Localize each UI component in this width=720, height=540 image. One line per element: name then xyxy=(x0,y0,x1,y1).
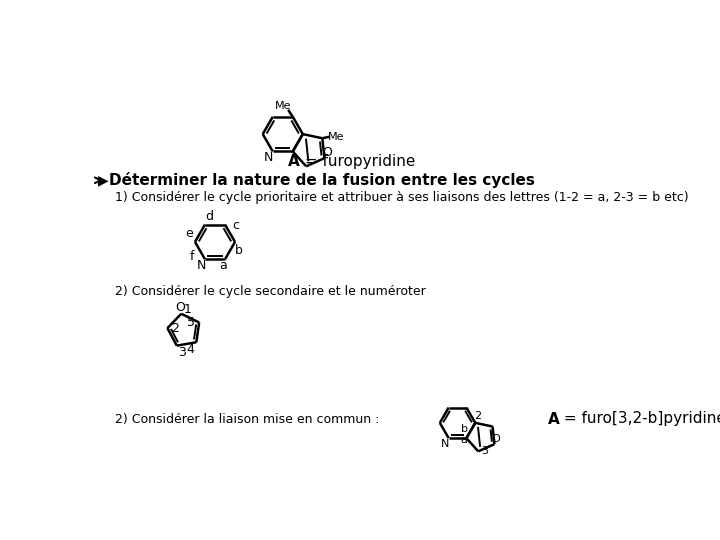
Text: a: a xyxy=(460,435,467,445)
Text: a: a xyxy=(219,259,227,272)
Text: d: d xyxy=(205,211,213,224)
Text: N: N xyxy=(197,259,206,272)
Text: 2) Considérer le cycle secondaire et le numéroter: 2) Considérer le cycle secondaire et le … xyxy=(115,286,426,299)
Text: c: c xyxy=(233,219,240,232)
Text: 2: 2 xyxy=(171,322,179,335)
Text: 2: 2 xyxy=(474,411,481,421)
Text: 1: 1 xyxy=(184,303,192,316)
Text: b: b xyxy=(235,244,243,257)
Text: 2) Considérer la liaison mise en commun :: 2) Considérer la liaison mise en commun … xyxy=(115,413,379,426)
Text: N: N xyxy=(264,151,274,164)
Text: O: O xyxy=(176,301,186,314)
Text: Déterminer la nature de la fusion entre les cycles: Déterminer la nature de la fusion entre … xyxy=(109,172,535,188)
Text: 3: 3 xyxy=(482,446,489,456)
Text: O: O xyxy=(492,434,500,444)
Text: Me: Me xyxy=(275,101,292,111)
Text: N: N xyxy=(441,438,449,449)
Text: 1) Considérer le cycle prioritaire et attribuer à ses liaisons des lettres (1-2 : 1) Considérer le cycle prioritaire et at… xyxy=(115,191,688,204)
Text: ▶: ▶ xyxy=(98,173,109,187)
Text: 5: 5 xyxy=(186,316,194,329)
Text: e: e xyxy=(185,227,193,240)
Text: f: f xyxy=(190,250,194,263)
Text: b: b xyxy=(462,424,468,434)
Text: = furopyridine: = furopyridine xyxy=(300,153,415,168)
Text: = furo[3,2-b]pyridine: = furo[3,2-b]pyridine xyxy=(559,411,720,427)
Text: 4: 4 xyxy=(186,343,194,356)
Text: 3: 3 xyxy=(179,346,186,359)
Text: O: O xyxy=(322,146,332,159)
Text: $\mathbf{A}$: $\mathbf{A}$ xyxy=(287,153,301,169)
Text: Me: Me xyxy=(328,132,344,141)
Text: $\mathbf{A}$: $\mathbf{A}$ xyxy=(547,411,561,427)
